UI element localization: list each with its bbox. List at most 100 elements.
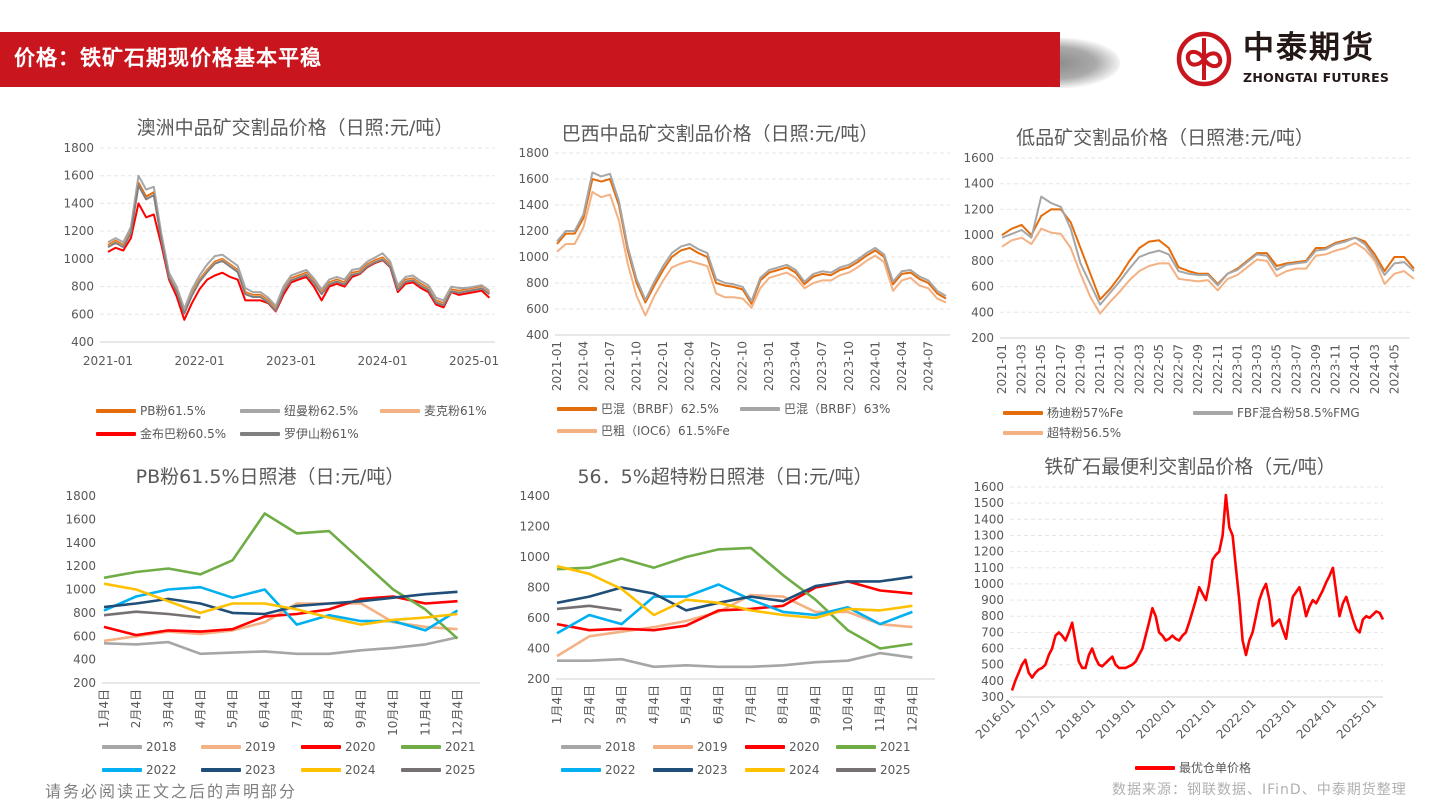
x-tick-label: 7月4日: [744, 685, 758, 724]
x-tick-label: 2024-05: [1387, 344, 1401, 394]
x-tick-label: 7月4日: [290, 689, 304, 728]
x-tick-label: 2024-03: [1368, 344, 1382, 394]
y-tick-label: 1600: [973, 480, 1004, 494]
series-line-2018: [103, 636, 458, 656]
legend-item: 2020: [301, 740, 376, 754]
y-tick-label: 800: [981, 609, 1004, 623]
legend-label: 2019: [245, 740, 276, 754]
y-tick-label: 800: [526, 276, 549, 290]
legend-item: 2025: [401, 763, 476, 777]
x-tick-label: 2022-01: [1213, 696, 1258, 741]
zhongtai-logo-icon: [1176, 31, 1232, 87]
legend-label: 2023: [245, 763, 276, 777]
page-title: 价格：铁矿石期现价格基本平稳: [14, 46, 322, 70]
legend-item: 最优仓单价格: [1135, 761, 1251, 775]
y-tick-label: 1400: [63, 196, 94, 210]
legend-item: 杨迪粉57%Fe: [1003, 406, 1123, 420]
y-tick-label: 1800: [65, 489, 96, 503]
chart-3: 200 400 600 800 1000 1200 1400 1600 1800 1月4日 2月4日…: [65, 489, 480, 736]
legend-swatch: [240, 409, 280, 413]
legend-label: 2025: [880, 763, 911, 777]
series-line-超特粉56.5%: [1001, 227, 1415, 315]
legend-item: 2024: [745, 763, 820, 777]
x-tick-label: 2021-10: [630, 341, 644, 391]
legend-swatch: [1135, 766, 1175, 770]
legend-label: 2018: [605, 740, 636, 754]
x-tick-label: 2023-01: [1230, 344, 1244, 394]
y-tick-label: 500: [981, 658, 1004, 672]
legend-swatch: [836, 768, 876, 772]
legend-item: 罗伊山粉61%: [240, 427, 359, 441]
x-tick-label: 2021-03: [1015, 344, 1029, 394]
header-bar: [0, 32, 1060, 87]
chart-5: 300 400 500 600 700 800 900 1000 1100 1200 1300 140…: [973, 480, 1385, 742]
legend-label: 2019: [697, 740, 728, 754]
legend-swatch: [96, 432, 136, 436]
legend-swatch: [745, 745, 785, 749]
y-tick-label: 800: [971, 254, 994, 268]
legend-item: 2023: [201, 763, 276, 777]
x-tick-label: 2023-01: [762, 341, 776, 391]
legend-item: 2021: [836, 740, 911, 754]
x-tick-label: 2021-05: [1034, 344, 1048, 394]
x-tick-label: 2025-01: [449, 354, 499, 368]
legend-label: 巴粗（IOC6）61.5%Fe: [601, 424, 730, 438]
legend-item: 巴混（BRBF）63%: [740, 402, 890, 416]
x-tick-label: 2024-07: [921, 341, 935, 391]
y-tick-label: 1500: [973, 496, 1004, 510]
y-tick-label: 1400: [65, 536, 96, 550]
y-tick-label: 1200: [519, 520, 550, 534]
series-line-2020: [103, 595, 458, 637]
y-tick-label: 1300: [973, 528, 1004, 542]
legend-label: 2022: [605, 763, 636, 777]
legend-item: 纽曼粉62.5%: [240, 404, 358, 418]
legend-label: 巴混（BRBF）62.5%: [601, 402, 719, 416]
y-tick-label: 1400: [519, 489, 550, 503]
y-tick-label: 1800: [518, 146, 549, 160]
legend-item: 2019: [653, 740, 728, 754]
x-tick-label: 2018-01: [1053, 696, 1098, 741]
x-tick-label: 2024-01: [1294, 696, 1339, 741]
x-tick-label: 2022-03: [1132, 344, 1146, 394]
x-tick-label: 2017-01: [1013, 696, 1058, 741]
x-tick-label: 2024-01: [1348, 344, 1362, 394]
y-tick-label: 200: [73, 676, 96, 690]
data-source: 数据来源：钢联数据、IFinD、中泰期货整理: [1112, 782, 1407, 798]
x-tick-label: 2022-05: [1152, 344, 1166, 394]
legend-swatch: [561, 768, 601, 772]
y-tick-label: 400: [971, 305, 994, 319]
legend-swatch: [301, 745, 341, 749]
y-tick-label: 400: [73, 653, 96, 667]
legend-item: 2022: [561, 763, 636, 777]
y-tick-label: 600: [526, 302, 549, 316]
legend-item: 2019: [201, 740, 276, 754]
x-tick-label: 3月4日: [615, 685, 629, 724]
series-line-2018: [557, 651, 913, 669]
y-tick-label: 1100: [973, 561, 1004, 575]
series-line-杨迪粉57%Fe: [1001, 208, 1415, 301]
x-tick-label: 2022-04: [683, 341, 697, 391]
x-tick-label: 2024-01: [358, 354, 408, 368]
legend-label: 2024: [789, 763, 820, 777]
series-line-2025: [556, 604, 622, 612]
disclaimer: 请务必阅读正文之后的声明部分: [45, 782, 298, 801]
legend-item: 麦克粉61%: [380, 404, 487, 418]
x-tick-label: 2022-01: [174, 354, 224, 368]
y-tick-label: 1200: [518, 224, 549, 238]
legend-label: PB粉61.5%: [140, 404, 206, 418]
legend-item: 超特粉56.5%: [1003, 426, 1121, 440]
x-tick-label: 2021-01: [550, 341, 564, 391]
legend-item: FBF混合粉58.5%FMG: [1193, 406, 1360, 420]
series-line-2025: [103, 610, 201, 619]
chart-4: 200 400 600 800 1000 1200 1400 1月4日 2月4日 3月4日 4月4日…: [519, 489, 935, 732]
x-tick-label: 9月4日: [354, 689, 368, 728]
legend-label: 2020: [789, 740, 820, 754]
x-tick-label: 2023-11: [1329, 344, 1343, 394]
legend-item: 2020: [745, 740, 820, 754]
x-tick-label: 1月4日: [97, 689, 111, 728]
legend-label: 2021: [445, 740, 476, 754]
legend-swatch: [380, 409, 420, 413]
y-tick-label: 1000: [963, 228, 994, 242]
y-tick-label: 1800: [63, 141, 94, 155]
y-tick-label: 800: [71, 280, 94, 294]
